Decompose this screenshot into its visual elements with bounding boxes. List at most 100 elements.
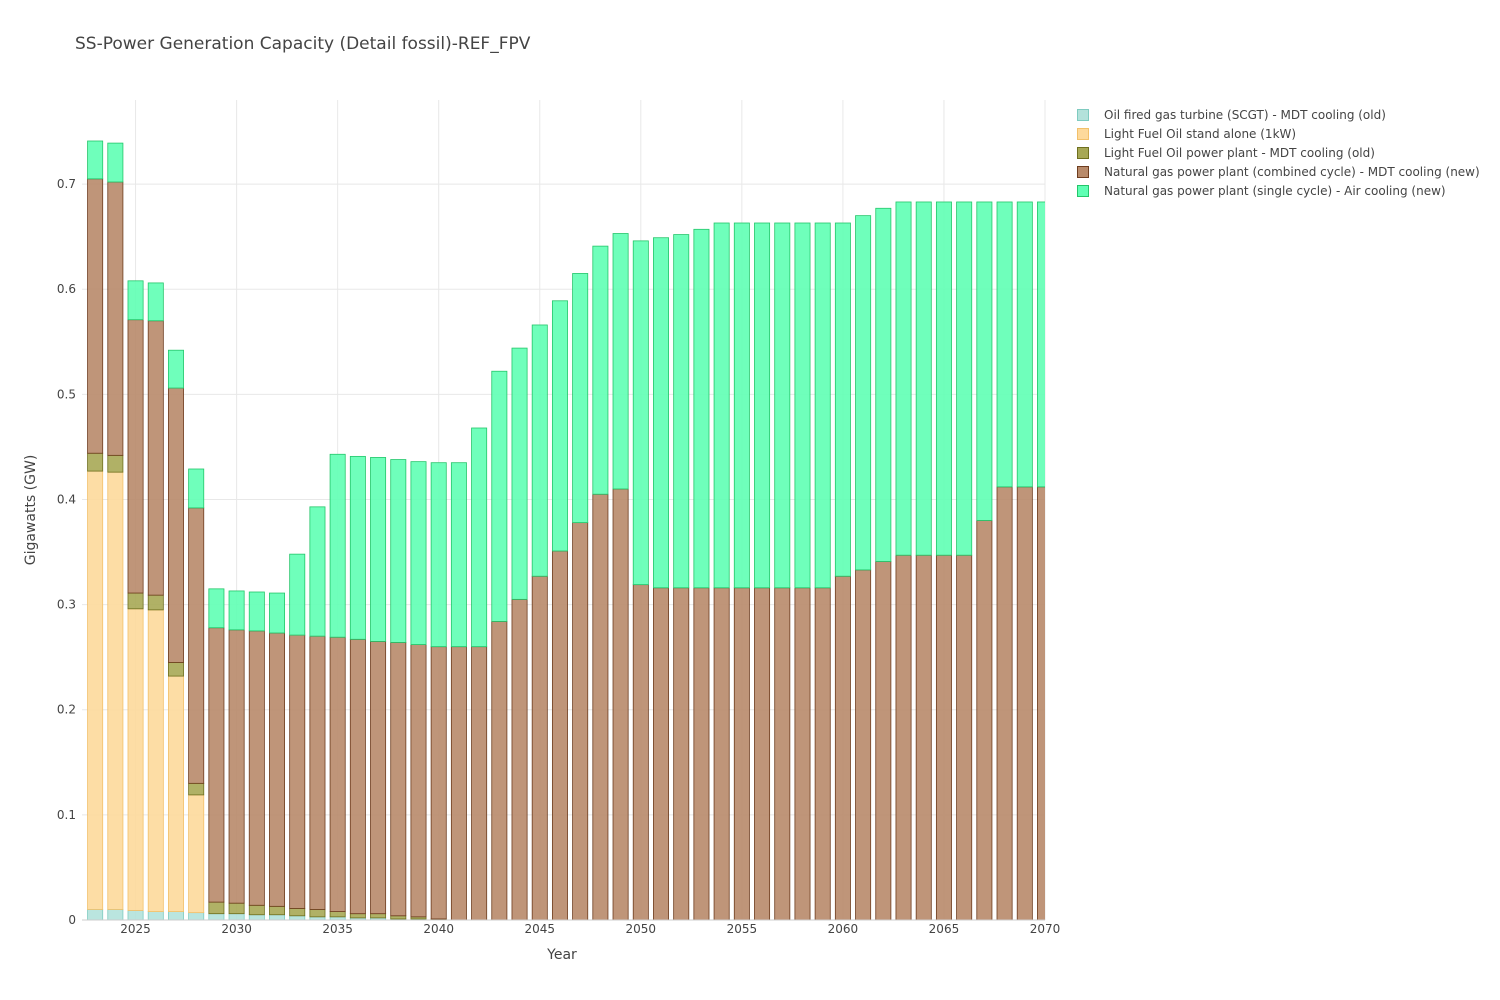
bar-segment-series-3-2025: [127, 319, 144, 594]
bar-segment-series-3-2032: [269, 632, 286, 907]
bar-segment-series-2-2031: [248, 904, 265, 916]
bar-segment-series-2-2026: [147, 594, 164, 611]
bar-segment-series-1-2025: [127, 608, 144, 911]
legend-swatch: [1077, 108, 1089, 121]
bar-segment-series-4-2048: [592, 245, 609, 495]
bar-segment-series-3-2051: [653, 587, 669, 920]
bar-segment-series-4-2042: [471, 427, 488, 648]
bar-segment-series-4-2044: [511, 347, 528, 600]
bar-segment-series-4-2049: [612, 233, 629, 490]
bar-segment-series-4-2035: [329, 453, 346, 638]
bar-segment-series-4-2040: [430, 462, 447, 648]
bar-segment-series-3-2061: [855, 569, 872, 920]
bar-segment-series-3-2048: [592, 493, 609, 920]
bar-segment-series-3-2055: [733, 587, 750, 920]
bar-segment-series-4-2069: [1016, 201, 1033, 488]
bar-segment-series-4-2062: [875, 207, 892, 562]
x-tick-label: 2060: [828, 922, 859, 936]
y-tick-label: 0.3: [57, 598, 76, 612]
bar-segment-series-2-2034: [309, 909, 326, 918]
bar-segment-series-4-2023: [87, 140, 104, 180]
bar-segment-series-3-2057: [774, 587, 791, 920]
bar-segment-series-3-2065: [935, 554, 952, 920]
x-tick-label: 2070: [1030, 922, 1061, 936]
x-tick-label: 2040: [423, 922, 454, 936]
bar-segment-series-3-2067: [976, 520, 993, 920]
bar-segment-series-2-2033: [289, 908, 306, 917]
bar-segment-series-4-2065: [935, 201, 952, 556]
legend-item[interactable]: Natural gas power plant (single cycle) -…: [1077, 181, 1480, 200]
bar-segment-series-2-2037: [370, 913, 387, 919]
bar-segment-series-1-2026: [147, 609, 164, 912]
bar-segment-series-4-2036: [349, 455, 366, 640]
bar-segment-series-2-2025: [127, 592, 144, 610]
bar-segment-series-0-2025: [127, 910, 144, 920]
bar-segment-series-3-2069: [1016, 486, 1033, 920]
x-tick-label: 2025: [120, 922, 151, 936]
y-tick-label: 0.7: [57, 177, 76, 191]
bar-segment-series-3-2056: [754, 587, 771, 920]
bar-segment-series-3-2043: [491, 621, 508, 920]
bar-segment-series-3-2027: [167, 387, 184, 663]
bar-segment-series-3-2037: [370, 641, 387, 915]
bar-segment-series-4-2041: [450, 462, 467, 648]
bar-segment-series-3-2036: [349, 638, 366, 915]
bar-segment-series-4-2056: [754, 222, 771, 589]
bar-segment-series-0-2031: [248, 914, 265, 920]
bar-segment-series-4-2024: [107, 142, 124, 183]
bar-segment-series-4-2026: [147, 282, 164, 322]
bar-segment-series-4-2067: [976, 201, 993, 521]
bar-segment-series-4-2050: [632, 240, 649, 586]
bar-segment-series-4-2034: [309, 506, 326, 637]
bar-segment-series-3-2070: [1037, 486, 1045, 920]
legend-item[interactable]: Oil fired gas turbine (SCGT) - MDT cooli…: [1077, 105, 1480, 124]
bar-segment-series-3-2035: [329, 636, 346, 912]
bar-segment-series-3-2050: [632, 584, 649, 920]
legend-item[interactable]: Light Fuel Oil power plant - MDT cooling…: [1077, 143, 1480, 162]
legend-label: Light Fuel Oil power plant - MDT cooling…: [1104, 145, 1375, 160]
x-tick-label: 2065: [929, 922, 960, 936]
bar-segment-series-2-2024: [107, 454, 124, 473]
legend: Oil fired gas turbine (SCGT) - MDT cooli…: [1077, 105, 1480, 200]
x-tick-label: 2050: [626, 922, 657, 936]
bar-segment-series-4-2027: [167, 349, 184, 389]
bar-segment-series-4-2043: [491, 370, 508, 622]
bar-segment-series-0-2028: [188, 912, 205, 920]
bar-segment-series-4-2033: [289, 553, 306, 636]
bar-segment-series-2-2036: [349, 913, 366, 919]
legend-item[interactable]: Light Fuel Oil stand alone (1kW): [1077, 124, 1480, 143]
bar-segment-series-3-2029: [208, 627, 225, 903]
bar-segment-series-2-2027: [167, 662, 184, 677]
bar-segment-series-4-2064: [915, 201, 932, 556]
legend-label: Natural gas power plant (combined cycle)…: [1104, 164, 1480, 179]
bar-segment-series-0-2024: [107, 909, 124, 920]
bar-segment-series-3-2034: [309, 635, 326, 910]
bar-segment-series-4-2045: [531, 324, 548, 577]
bar-segment-series-1-2023: [87, 470, 104, 910]
bar-segment-series-4-2029: [208, 588, 225, 629]
legend-item[interactable]: Natural gas power plant (combined cycle)…: [1077, 162, 1480, 181]
bar-segment-series-4-2059: [814, 222, 831, 589]
bar-segment-series-4-2038: [390, 459, 407, 643]
bar-segment-series-3-2049: [612, 488, 629, 920]
bar-segment-series-3-2039: [410, 644, 427, 918]
bar-segment-series-1-2027: [167, 675, 184, 912]
y-tick-label: 0.2: [57, 703, 76, 717]
bar-segment-series-4-2030: [228, 590, 245, 631]
bar-segment-series-4-2028: [188, 468, 205, 509]
bar-segment-series-4-2031: [248, 591, 265, 632]
bar-segment-series-0-2033: [289, 915, 306, 920]
bar-segment-series-3-2052: [673, 587, 690, 920]
legend-label: Light Fuel Oil stand alone (1kW): [1104, 126, 1297, 141]
bar-segment-series-4-2054: [713, 222, 730, 589]
bar-segment-series-3-2023: [87, 178, 104, 454]
x-tick-label: 2035: [322, 922, 353, 936]
bar-segment-series-4-2025: [127, 280, 144, 321]
bar-segment-series-4-2068: [996, 201, 1013, 488]
y-tick-label: 0.6: [57, 282, 76, 296]
legend-swatch: [1077, 165, 1089, 178]
bar-segment-series-3-2033: [289, 634, 306, 909]
bar-segment-series-4-2047: [572, 273, 589, 524]
bar-segment-series-4-2053: [693, 228, 710, 589]
